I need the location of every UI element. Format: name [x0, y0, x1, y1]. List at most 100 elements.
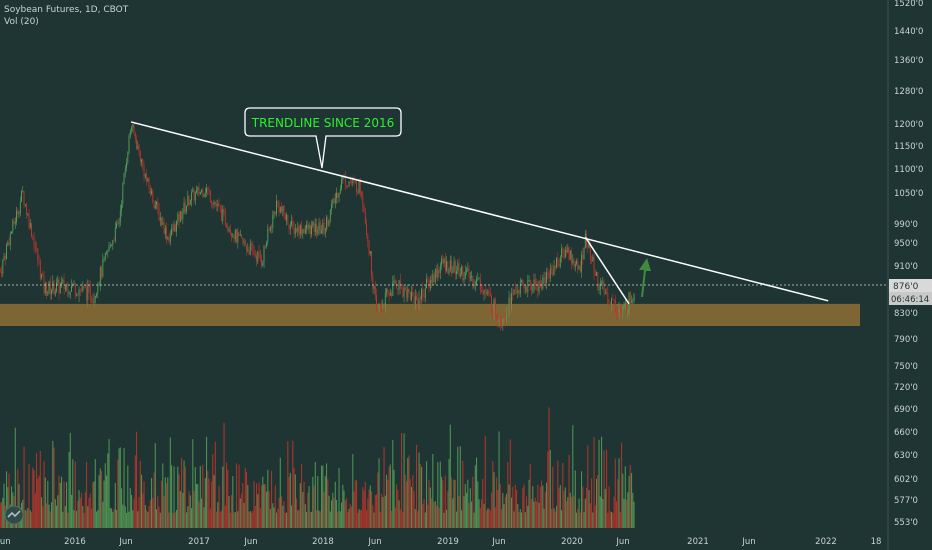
- volume-bar: [41, 497, 43, 528]
- candle-body: [104, 252, 106, 259]
- candle-body: [524, 287, 526, 289]
- candle-body: [411, 291, 412, 301]
- candle-body: [496, 314, 497, 319]
- time-axis[interactable]: Jun 2016 Jun 2017 Jun 2018 Jun 2019 Jun 2020 Jun 20…: [0, 537, 881, 547]
- volume-bar: [37, 478, 39, 528]
- volume-bar: [52, 440, 54, 528]
- countdown-badge: [889, 292, 932, 305]
- candle-body: [299, 225, 301, 235]
- candle-body: [433, 274, 435, 282]
- volume-bar: [53, 447, 55, 528]
- volume-bar: [196, 484, 198, 528]
- volume-bar: [457, 446, 459, 528]
- candle-body: [101, 267, 102, 277]
- volume-bar: [259, 508, 261, 528]
- candle-body: [419, 298, 421, 300]
- candle-body: [38, 260, 40, 262]
- price-axis[interactable]: 1520'0 1440'0 1360'0 1280'0 1200'0 1150'0 1100…: [894, 0, 923, 528]
- volume-bar: [571, 497, 573, 528]
- volume-bar: [546, 482, 548, 528]
- candle-body: [176, 220, 177, 232]
- candle-body: [48, 281, 50, 292]
- volume-bar: [463, 496, 465, 528]
- candle-body: [113, 240, 115, 242]
- volume-bar: [453, 479, 455, 528]
- volume-bar: [399, 509, 401, 528]
- candle-body: [507, 313, 509, 315]
- candle-body: [94, 295, 96, 298]
- candle-body: [379, 304, 381, 307]
- candle-body: [528, 280, 530, 281]
- volume-bar: [237, 511, 239, 528]
- candle-body: [131, 127, 132, 131]
- volume-bar: [78, 490, 80, 528]
- volume-bar: [392, 439, 394, 528]
- volume-bar: [283, 501, 285, 528]
- candle-body: [292, 220, 294, 226]
- volume-bar: [186, 512, 188, 528]
- volume-bar: [518, 512, 520, 528]
- y-tick-label: 720'0: [894, 383, 918, 393]
- volume-bar: [442, 480, 444, 528]
- candle-body: [143, 165, 145, 177]
- volume-bar: [387, 480, 389, 528]
- volume-bar: [366, 510, 368, 528]
- volume-bar: [461, 510, 463, 528]
- volume-bar: [553, 508, 555, 528]
- candle-body: [578, 266, 580, 269]
- volume-bar: [91, 508, 93, 528]
- volume-bar: [208, 478, 210, 528]
- candle-body: [498, 319, 500, 322]
- volume-bar: [592, 512, 594, 528]
- volume-bar: [519, 509, 521, 528]
- candle-body: [153, 201, 155, 208]
- candle-body: [287, 214, 289, 225]
- volume-bar: [398, 500, 400, 528]
- candle-body: [307, 224, 309, 230]
- candle-body: [622, 306, 624, 312]
- candle-body: [2, 259, 4, 274]
- trendline-long[interactable]: [130, 121, 829, 302]
- candle-body: [121, 203, 122, 211]
- volume-bar: [149, 500, 151, 528]
- symbol-title[interactable]: Soybean Futures, 1D, CBOT: [4, 5, 129, 15]
- volume-bar: [424, 512, 426, 528]
- candle-body: [468, 268, 470, 278]
- candle-body: [76, 295, 77, 297]
- volume-bar: [346, 498, 348, 528]
- volume-bar: [58, 475, 60, 528]
- candle-body: [364, 212, 366, 224]
- candle-body: [78, 290, 80, 296]
- candle-body: [446, 261, 447, 271]
- trendline-short[interactable]: [584, 236, 630, 305]
- candle-body: [201, 189, 202, 192]
- volume-bar: [192, 439, 194, 528]
- volume-bar: [538, 502, 540, 528]
- volume-bar: [443, 512, 445, 528]
- volume-bar: [296, 498, 298, 528]
- volume-bar: [282, 505, 284, 528]
- volume-bar: [606, 449, 608, 528]
- volume-bar: [212, 454, 214, 528]
- volume-indicator-label[interactable]: Vol (20): [4, 17, 39, 27]
- volume-bar: [476, 457, 478, 528]
- candle-body: [606, 292, 607, 294]
- candle-body: [617, 312, 619, 314]
- volume-bar: [514, 484, 516, 528]
- annotation-callout[interactable]: TRENDLINE SINCE 2016: [244, 107, 402, 169]
- volume-bar: [87, 506, 89, 528]
- volume-bar: [106, 475, 108, 528]
- volume-bar: [361, 510, 363, 528]
- volume-bar: [481, 499, 483, 528]
- volume-bar: [167, 477, 169, 528]
- candle-body: [521, 279, 522, 282]
- volume-bar: [587, 445, 589, 528]
- volume-bar: [82, 505, 84, 528]
- volume-bar: [484, 435, 486, 528]
- candle-body: [102, 259, 104, 277]
- volume-bar: [543, 508, 545, 528]
- candle-body: [571, 250, 572, 264]
- candle-body: [501, 324, 502, 326]
- candle-body: [549, 268, 551, 279]
